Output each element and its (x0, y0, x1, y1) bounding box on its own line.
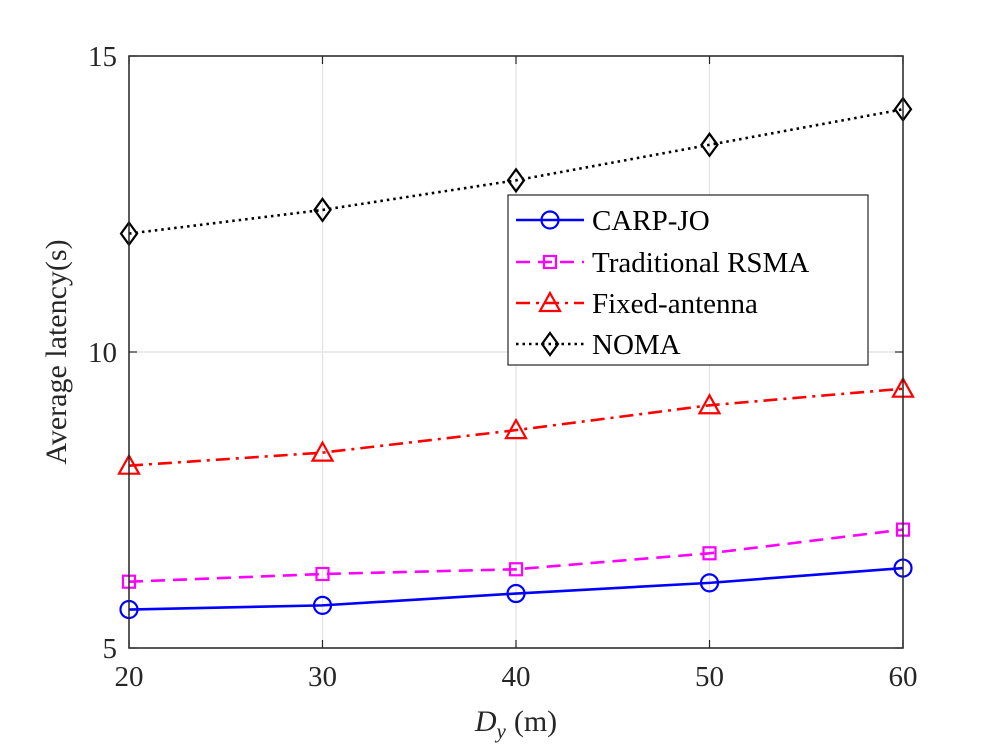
data-point-noma (700, 131, 719, 158)
y-axis-label: Average latency(s) (40, 239, 73, 464)
y-tick-label: 10 (88, 337, 117, 369)
x-tick-label: 30 (308, 661, 337, 693)
data-point-carp-jo (699, 573, 720, 593)
y-tick-label: 15 (88, 41, 117, 73)
legend-label-fixed-antenna: Fixed-antenna (592, 288, 758, 320)
legend-marker-traditional-rsma (542, 254, 558, 270)
x-axis-label: Dy (m) (474, 705, 557, 743)
data-point-fixed-antenna (697, 393, 722, 415)
legend: CARP-JO Traditional RSMA Fixed-antenna NOMA (507, 194, 869, 366)
x-tick-label: 60 (889, 661, 918, 693)
x-tick-label: 40 (502, 661, 531, 693)
data-point-noma (313, 197, 332, 223)
legend-item-fixed-antenna: Fixed-antenna (516, 288, 758, 320)
series-line-carp-jo (128, 566, 904, 611)
legend-item-carp-jo: CARP-JO (516, 205, 710, 237)
x-tick-label: 20 (115, 661, 144, 693)
series-line-traditional-rsma (128, 528, 904, 583)
legend-item-traditional-rsma: Traditional RSMA (516, 247, 809, 279)
legend-marker-fixed-antenna (538, 290, 562, 313)
series-fixed-antenna (117, 376, 915, 475)
legend-label-traditional-rsma: Traditional RSMA (592, 247, 809, 279)
legend-label-carp-jo: CARP-JO (592, 205, 710, 237)
legend-marker-carp-jo (540, 210, 560, 230)
legend-box (507, 194, 869, 366)
data-point-carp-jo (506, 583, 526, 604)
data-point-noma (506, 167, 526, 194)
series-layer (117, 96, 915, 620)
y-tick-label: 5 (103, 633, 118, 665)
data-point-fixed-antenna (310, 440, 335, 462)
legend-label-noma: NOMA (592, 329, 681, 361)
legend-item-noma: NOMA (516, 329, 681, 361)
axis-ticks: 20 30 40 50 60 5 10 15 (88, 41, 918, 693)
data-point-traditional-rsma (702, 546, 717, 561)
series-line-noma (128, 108, 904, 235)
data-point-traditional-rsma (508, 562, 524, 577)
series-line-fixed-antenna (128, 387, 904, 467)
legend-marker-noma (540, 331, 560, 357)
data-point-carp-jo (312, 595, 333, 615)
x-tick-label: 50 (695, 661, 724, 693)
data-point-traditional-rsma (315, 566, 330, 582)
data-point-fixed-antenna (504, 417, 528, 440)
